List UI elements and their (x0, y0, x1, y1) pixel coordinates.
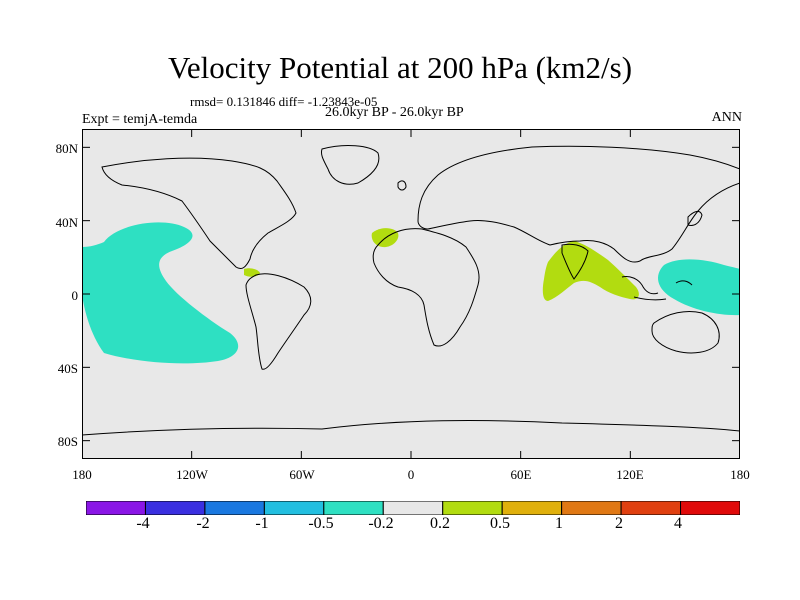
colorbar-swatch (86, 501, 146, 515)
colorbar-label: -4 (136, 515, 150, 532)
period-label: 26.0kyr BP - 26.0kyr BP (325, 105, 464, 120)
colorbar-swatch (263, 501, 325, 515)
x-tick-label: 180 (72, 467, 92, 482)
x-tick-label: 180 (730, 467, 750, 482)
colorbar-swatch (442, 501, 503, 515)
y-tick-label: 0 (71, 288, 79, 303)
colorbar-swatch (561, 501, 622, 515)
y-tick-label: 40N (55, 215, 78, 230)
x-tick-label: 60E (510, 467, 532, 482)
coastlines (82, 145, 740, 436)
colorbar-swatch (323, 501, 384, 515)
south-america-outline (245, 273, 312, 370)
y-tick-label: 80N (55, 141, 78, 156)
axis-ticks (82, 129, 740, 459)
colorbar-swatch (620, 501, 682, 515)
colorbar-swatch (144, 501, 206, 515)
colorbar-label: 1 (555, 515, 563, 532)
colorbar-swatch (501, 501, 563, 515)
india-outline (561, 243, 589, 280)
colorbar-label: 2 (615, 515, 623, 532)
x-tick-label: 120E (616, 467, 644, 482)
eurasia-outline (417, 145, 740, 263)
colorbar-label: -0.5 (308, 515, 334, 532)
positive-region-morocco (371, 228, 399, 248)
x-tick-label: 0 (407, 467, 415, 482)
negative-region-west-pacific (658, 259, 740, 316)
colorbar-label: 4 (674, 515, 682, 532)
colorbar-label: 0.5 (490, 515, 510, 532)
australia-outline (651, 310, 720, 354)
africa-outline (372, 228, 480, 347)
colorbar-swatch (382, 501, 444, 515)
colorbar-label: -0.2 (368, 515, 394, 532)
japan-outline (687, 210, 703, 226)
x-tick-label: 60W (289, 467, 315, 482)
colorbar-swatch (680, 501, 740, 515)
antarctica-outline (82, 420, 740, 436)
positive-region-indian-ocean (542, 241, 639, 301)
plot-title: Velocity Potential at 200 hPa (km2/s) (167, 50, 633, 85)
map-panel (82, 129, 740, 459)
uk-outline (397, 180, 407, 191)
colorbar-label: 0.2 (430, 515, 450, 532)
stats-line: rmsd= 0.131846 diff= -1.23843e-05 (190, 94, 378, 109)
y-tick-label: 80S (57, 434, 78, 449)
y-tick-label: 40S (57, 361, 78, 376)
map-background (82, 129, 740, 459)
greenland-outline (321, 145, 380, 185)
north-america-outline (101, 157, 297, 270)
colorbar-label: -2 (196, 515, 210, 532)
negative-region-pacific (82, 222, 239, 364)
colorbar (86, 501, 740, 515)
maritime-islands-outline (621, 276, 693, 301)
experiment-label: Expt = temjA-temda (82, 112, 198, 127)
x-tick-label: 120W (176, 467, 208, 482)
colorbar-swatch (204, 501, 265, 515)
colorbar-label: -1 (255, 515, 269, 532)
season-label: ANN (711, 110, 742, 125)
